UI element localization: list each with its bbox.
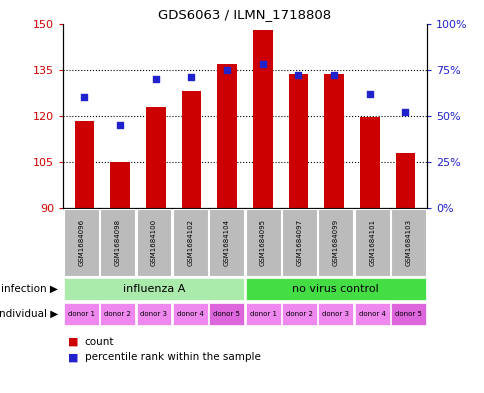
Text: influenza A: influenza A: [122, 284, 185, 294]
Bar: [245, 209, 280, 276]
Bar: [354, 209, 389, 276]
Bar: [136, 209, 171, 276]
Bar: [100, 209, 135, 276]
Bar: [395, 153, 414, 208]
Bar: [245, 303, 280, 325]
Bar: [100, 303, 135, 325]
Point: [116, 122, 124, 129]
Bar: [318, 209, 353, 276]
Bar: [324, 74, 343, 208]
Point: [330, 72, 337, 79]
Text: GSM1684097: GSM1684097: [296, 219, 302, 266]
Text: individual ▶: individual ▶: [0, 309, 58, 319]
Text: donor 3: donor 3: [140, 310, 167, 317]
Bar: [172, 209, 208, 276]
Text: donor 4: donor 4: [177, 310, 203, 317]
Bar: [75, 121, 94, 208]
Bar: [390, 209, 425, 276]
Point: [294, 72, 302, 79]
Bar: [217, 64, 236, 208]
Text: ■: ■: [68, 352, 78, 362]
Bar: [354, 303, 389, 325]
Bar: [281, 303, 317, 325]
Point: [401, 109, 408, 116]
Bar: [146, 107, 165, 208]
Text: donor 2: donor 2: [104, 310, 131, 317]
Bar: [63, 278, 244, 300]
Bar: [253, 30, 272, 208]
Text: donor 5: donor 5: [394, 310, 421, 317]
Text: GSM1684104: GSM1684104: [223, 219, 229, 266]
Bar: [318, 303, 353, 325]
Point: [151, 76, 159, 82]
Text: count: count: [85, 336, 114, 347]
Text: donor 4: donor 4: [358, 310, 385, 317]
Text: donor 3: donor 3: [322, 310, 348, 317]
Point: [258, 61, 266, 67]
Bar: [63, 303, 99, 325]
Bar: [245, 278, 425, 300]
Text: donor 1: donor 1: [249, 310, 276, 317]
Bar: [209, 303, 244, 325]
Bar: [390, 303, 425, 325]
Bar: [110, 162, 130, 208]
Text: donor 2: donor 2: [286, 310, 312, 317]
Bar: [209, 209, 244, 276]
Title: GDS6063 / ILMN_1718808: GDS6063 / ILMN_1718808: [158, 8, 331, 21]
Bar: [281, 209, 317, 276]
Text: ■: ■: [68, 336, 78, 347]
Text: infection ▶: infection ▶: [1, 284, 58, 294]
Point: [365, 91, 373, 97]
Point: [80, 94, 88, 101]
Text: GSM1684096: GSM1684096: [78, 219, 84, 266]
Text: GSM1684095: GSM1684095: [259, 219, 266, 266]
Text: GSM1684100: GSM1684100: [151, 219, 157, 266]
Bar: [181, 91, 201, 208]
Text: donor 5: donor 5: [213, 310, 240, 317]
Text: GSM1684099: GSM1684099: [332, 219, 338, 266]
Bar: [359, 118, 379, 208]
Bar: [63, 209, 99, 276]
Text: percentile rank within the sample: percentile rank within the sample: [85, 352, 260, 362]
Bar: [288, 74, 308, 208]
Text: GSM1684102: GSM1684102: [187, 219, 193, 266]
Text: GSM1684098: GSM1684098: [114, 219, 121, 266]
Point: [223, 67, 230, 73]
Text: GSM1684101: GSM1684101: [368, 219, 375, 266]
Text: donor 1: donor 1: [68, 310, 94, 317]
Point: [187, 74, 195, 80]
Text: GSM1684103: GSM1684103: [405, 219, 411, 266]
Bar: [136, 303, 171, 325]
Text: no virus control: no virus control: [292, 284, 378, 294]
Bar: [172, 303, 208, 325]
